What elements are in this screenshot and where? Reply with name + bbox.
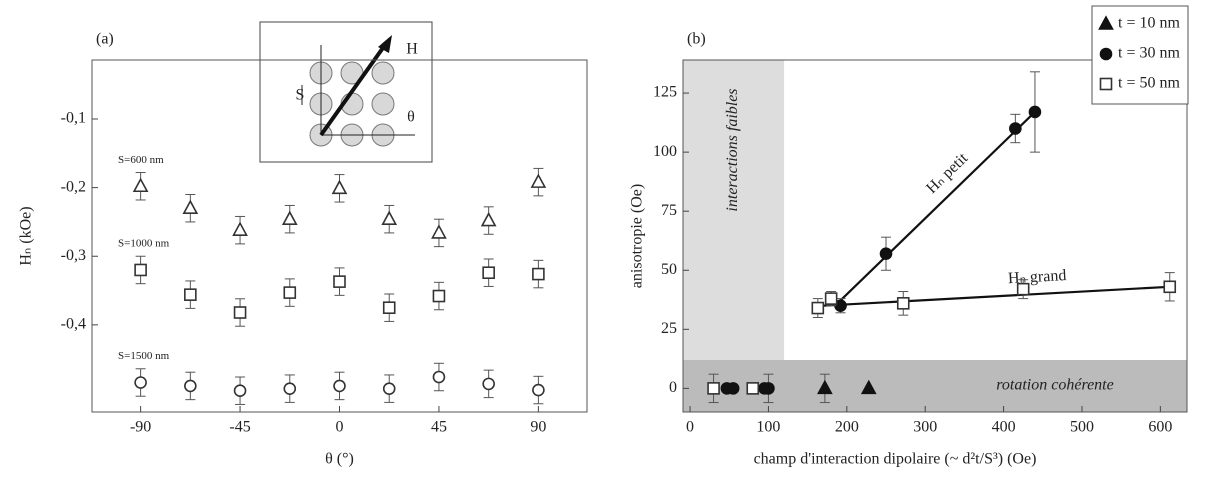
marker [1009,122,1022,135]
inset-label: θ [407,109,415,126]
y-tick-label: 25 [661,320,677,337]
series-label: S=1500 nm [118,350,170,362]
fit-label: Hₙ petit [923,149,971,197]
marker [381,210,398,225]
y-tick-label: 75 [661,202,677,219]
marker [482,377,495,391]
legend-label: t = 50 nm [1118,75,1180,92]
marker [232,221,248,236]
x-tick-label: 600 [1148,419,1172,436]
marker [184,379,197,393]
inset-label: H [406,41,418,58]
y-tick-label: 125 [653,84,677,101]
x-tick-label: 500 [1070,419,1094,436]
marker [879,247,893,261]
marker [184,288,197,301]
marker [860,379,877,395]
marker [896,297,910,310]
marker [432,370,446,384]
marker [432,289,446,303]
y-tick-label: 50 [661,261,677,278]
y-axis-label: anisotropie (Oe) [629,184,646,288]
series-label: S=1000 nm [118,237,170,249]
region-label: interactions faibles [724,88,741,211]
x-tick-label: 0 [686,419,694,436]
y-tick-label: -0,1 [61,110,86,127]
marker [817,379,833,395]
inset-label: S [296,87,305,104]
panel-label: (b) [687,31,706,48]
marker [182,199,199,215]
marker [382,301,396,315]
marker [746,382,760,395]
x-tick-label: 200 [835,419,859,436]
marker [762,382,775,395]
inset [259,21,433,163]
marker [1098,15,1114,30]
legend-label: t = 10 nm [1118,15,1180,32]
marker [482,266,495,280]
marker [707,382,720,395]
marker [233,306,247,319]
marker [532,383,545,397]
fit-label: Hₙ grand [1008,267,1067,287]
marker [333,379,346,393]
region-label: rotation cohérente [996,377,1113,394]
inset-arrowhead [378,35,392,53]
x-tick-label: 300 [913,419,937,436]
marker [431,224,447,239]
marker [811,301,825,315]
marker [283,286,297,299]
marker [132,177,149,193]
marker [134,263,147,277]
fit-line [834,111,1036,307]
x-tick-label: 400 [992,419,1016,436]
plot-frame [682,59,1188,413]
y-axis-label: Hₙ (kOe) [18,206,35,265]
y-tick-label: -0,4 [61,316,86,333]
x-axis-label: θ (°) [325,451,354,468]
marker [1028,105,1042,119]
x-tick-label: 0 [336,419,344,436]
marker [283,382,297,395]
marker [281,210,298,225]
marker [382,382,396,395]
x-tick-label: -90 [130,419,151,436]
marker [532,267,545,281]
panel-label: (a) [96,31,114,48]
marker [1163,280,1177,294]
x-tick-label: 90 [530,419,546,436]
marker [1099,47,1113,61]
fit-line [823,285,1170,307]
x-axis-label: champ d'interaction dipolaire (~ d²t/S³)… [754,451,1037,468]
y-tick-label: -0,2 [61,178,86,195]
marker [233,384,247,398]
legend-label: t = 30 nm [1118,45,1180,62]
marker [824,292,838,305]
series-label: S=600 nm [118,154,164,166]
marker [134,376,147,389]
marker [333,275,346,288]
y-tick-label: 0 [669,379,677,396]
x-tick-label: -45 [229,419,250,436]
marker [726,382,740,395]
x-tick-label: 100 [756,419,780,436]
y-tick-label: -0,3 [61,247,86,264]
marker [480,211,497,227]
marker [331,179,348,195]
y-tick-label: 100 [653,143,677,160]
region [683,60,785,361]
x-tick-label: 45 [431,419,447,436]
marker [1016,282,1030,296]
marker [1099,77,1113,91]
marker [530,173,547,188]
